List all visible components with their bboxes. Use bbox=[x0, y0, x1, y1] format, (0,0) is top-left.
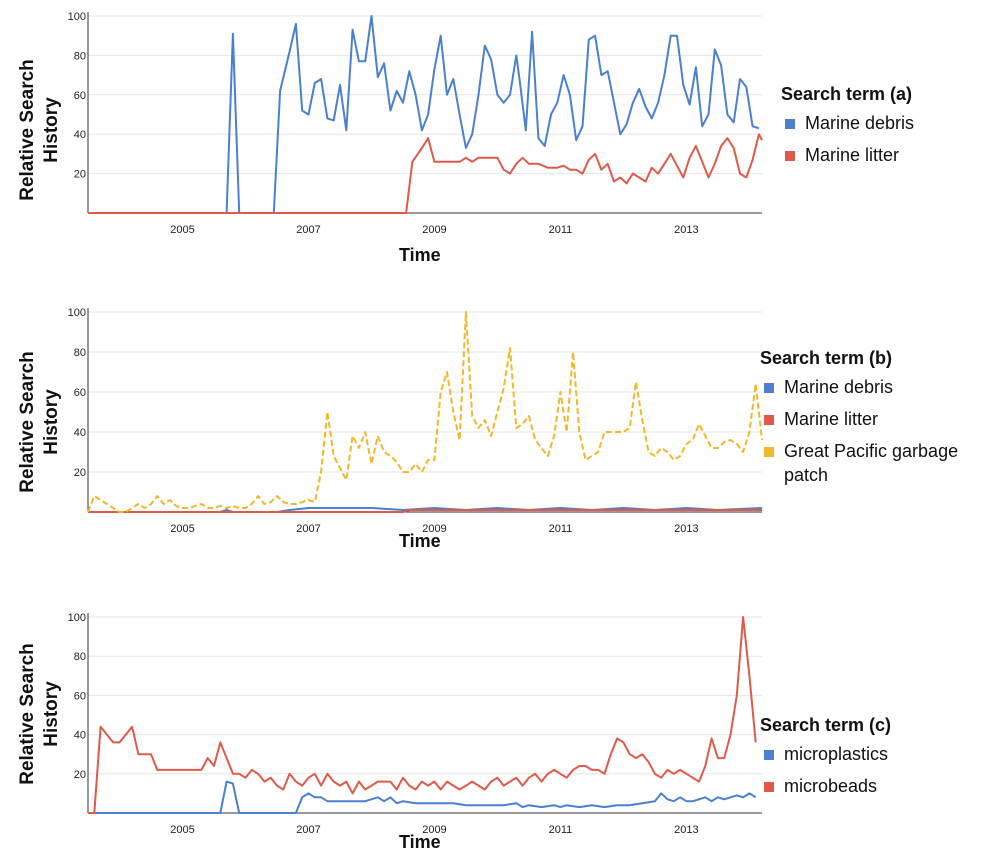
legend-item-microbeads-c: microbeads bbox=[760, 774, 1000, 798]
legend-c: Search term (c) microplastics microbeads bbox=[760, 715, 1000, 806]
y-tick-label: 40 bbox=[74, 427, 86, 439]
y-tick-label: 80 bbox=[74, 347, 86, 359]
series-line-marine-debris bbox=[88, 15, 760, 214]
legend-title-a: Search term (a) bbox=[781, 84, 913, 104]
legend-item-great-pacific-b: Great Pacific garbage patch bbox=[760, 439, 1005, 487]
y-tick-label: 100 bbox=[68, 612, 86, 624]
x-tick-label: 2011 bbox=[549, 824, 573, 836]
legend-label: Marine debris bbox=[805, 113, 915, 133]
legend-swatch bbox=[764, 782, 774, 792]
y-tick-label: 100 bbox=[68, 11, 86, 23]
x-tick-label: 2013 bbox=[674, 523, 698, 535]
x-tick-label: 2007 bbox=[296, 224, 320, 236]
x-tick-label: 2005 bbox=[170, 224, 194, 236]
x-tick-label: 2011 bbox=[549, 523, 573, 535]
x-tick-label: 2007 bbox=[296, 824, 320, 836]
legend-swatch bbox=[785, 119, 795, 129]
legend-label: microplastics bbox=[784, 744, 889, 764]
series-line-microbeads bbox=[88, 616, 757, 814]
legend-item-marine-debris-b: Marine debris bbox=[760, 375, 1005, 399]
x-axis-label-a: Time bbox=[399, 245, 441, 265]
y-tick-label: 80 bbox=[74, 651, 86, 663]
legend-label: microbeads bbox=[784, 776, 878, 796]
y-tick-label: 60 bbox=[74, 90, 86, 102]
legend-b: Search term (b) Marine debris Marine lit… bbox=[760, 348, 1005, 495]
y-tick-label: 60 bbox=[74, 387, 86, 399]
legend-swatch bbox=[785, 151, 795, 161]
y-tick-label: 100 bbox=[68, 307, 86, 319]
legend-swatch bbox=[764, 415, 774, 425]
legend-swatch bbox=[764, 383, 774, 393]
y-axis-label-b: Relative Search History bbox=[17, 351, 62, 493]
series-line-marine-litter bbox=[88, 509, 762, 513]
x-tick-label: 2009 bbox=[422, 824, 446, 836]
chart-svg-a: 20 40 60 80 100 2005 2007 2009 2011 2013 bbox=[68, 11, 763, 236]
x-axis-label-c: Time bbox=[399, 832, 441, 852]
y-tick-label: 40 bbox=[74, 129, 86, 141]
x-tick-label: 2013 bbox=[674, 224, 698, 236]
x-tick-label: 2007 bbox=[296, 523, 320, 535]
x-tick-label: 2009 bbox=[422, 224, 446, 236]
y-tick-label: 20 bbox=[74, 467, 86, 479]
legend-item-marine-litter-b: Marine litter bbox=[760, 407, 1005, 431]
chart-panel-a: 20 40 60 80 100 2005 2007 2009 2011 2013 Relative… bbox=[0, 0, 1008, 280]
y-tick-label: 20 bbox=[74, 769, 86, 781]
legend-item-microplastics-c: microplastics bbox=[760, 742, 1000, 766]
legend-title-b: Search term (b) bbox=[760, 348, 893, 368]
y-tick-label: 80 bbox=[74, 50, 86, 62]
legend-swatch bbox=[764, 447, 774, 457]
series-line-microplastics bbox=[88, 780, 757, 814]
y-tick-label: 40 bbox=[74, 730, 86, 742]
y-axis-label-a: Relative Search History bbox=[17, 59, 62, 201]
x-tick-label: 2009 bbox=[422, 523, 446, 535]
legend-title-c: Search term (c) bbox=[760, 715, 892, 735]
y-tick-label: 20 bbox=[74, 169, 86, 181]
legend-item-marine-litter-a: Marine litter bbox=[781, 143, 1001, 167]
chart-panel-b: 20 40 60 80 100 2005 2007 2009 2011 2013 Relative… bbox=[0, 290, 1008, 580]
series-line-great-pacific-garbage-patch bbox=[87, 311, 763, 513]
x-tick-label: 2005 bbox=[170, 523, 194, 535]
legend-label: Marine litter bbox=[805, 145, 900, 165]
legend-item-marine-debris-a: Marine debris bbox=[781, 111, 1001, 135]
x-tick-label: 2005 bbox=[170, 824, 194, 836]
legend-swatch bbox=[764, 750, 774, 760]
legend-label: Great Pacific garbage patch bbox=[784, 441, 959, 485]
chart-panel-c: 20 40 60 80 100 2005 2007 2009 2011 2013 Relative… bbox=[0, 600, 1008, 863]
legend-a: Search term (a) Marine debris Marine lit… bbox=[781, 84, 1001, 175]
x-axis-label-b: Time bbox=[399, 531, 441, 551]
chart-svg-b: 20 40 60 80 100 2005 2007 2009 2011 2013 bbox=[68, 307, 763, 535]
series-line-marine-litter bbox=[88, 133, 763, 214]
legend-label: Marine litter bbox=[784, 409, 879, 429]
x-tick-label: 2011 bbox=[549, 224, 573, 236]
x-tick-label: 2013 bbox=[674, 824, 698, 836]
y-axis-label-c: Relative Search History bbox=[17, 643, 62, 785]
chart-svg-c: 20 40 60 80 100 2005 2007 2009 2011 2013 bbox=[68, 612, 762, 836]
y-tick-label: 60 bbox=[74, 690, 86, 702]
legend-label: Marine debris bbox=[784, 377, 894, 397]
